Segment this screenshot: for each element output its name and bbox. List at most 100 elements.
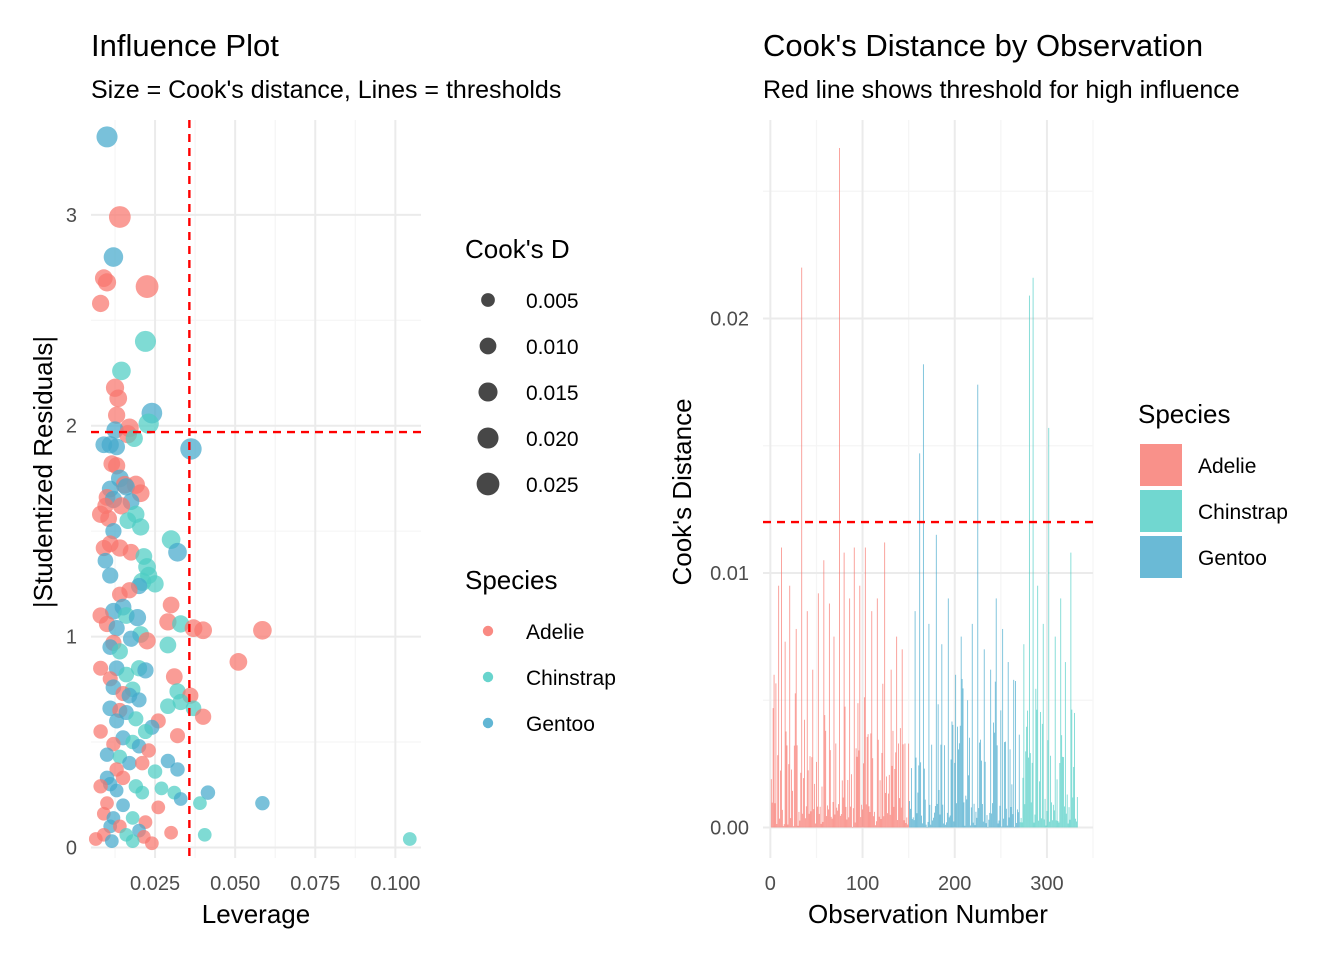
bar-chinstrap (1060, 598, 1062, 828)
x-tick-label: 300 (1030, 873, 1063, 895)
bar-chinstrap (1053, 810, 1055, 828)
bar-adelie (850, 806, 851, 828)
bar-chinstrap (1059, 763, 1061, 828)
bar-gentoo (1002, 628, 1004, 828)
point-adelie (165, 668, 183, 686)
bar-gentoo (996, 745, 998, 828)
bar-adelie (864, 547, 866, 828)
bar-gentoo (1014, 826, 1016, 828)
point-adelie (97, 273, 117, 292)
point-gentoo (137, 662, 154, 679)
bar-gentoo (934, 806, 936, 828)
bar-chinstrap (1039, 781, 1040, 828)
bar-gentoo (958, 743, 960, 828)
bar-adelie (875, 825, 876, 828)
bar-gentoo (969, 825, 971, 828)
bar-gentoo (991, 813, 993, 828)
point-chinstrap (160, 698, 176, 715)
point-gentoo (117, 478, 135, 496)
bar-gentoo (982, 821, 984, 828)
influence-plot-ticks: 0.025 0.050 0.075 0.100 0 1 2 3 (66, 205, 421, 895)
bar-adelie (888, 774, 890, 828)
bar-adelie (790, 818, 792, 828)
bar-adelie (831, 818, 833, 828)
bar-adelie (837, 810, 839, 828)
bar-gentoo (912, 817, 914, 828)
point-adelie (145, 836, 159, 851)
bar-gentoo (946, 822, 947, 828)
bar-gentoo (938, 789, 940, 828)
bar-adelie (890, 669, 892, 828)
bar-gentoo (917, 792, 919, 828)
y-tick-label: 3 (66, 205, 77, 227)
bar-adelie (805, 806, 807, 828)
bar-adelie (772, 708, 774, 828)
bar-chinstrap (1069, 819, 1071, 828)
bar-chinstrap (1061, 735, 1063, 828)
cooks-distance-title: Cook's Distance by Observation (763, 28, 1203, 63)
size-legend-key (476, 472, 500, 496)
bar-adelie (903, 820, 905, 828)
bar-gentoo (937, 704, 939, 828)
bar-gentoo (929, 804, 931, 828)
point-chinstrap (118, 666, 135, 683)
bar-gentoo (922, 823, 923, 828)
bar-chinstrap (1027, 710, 1028, 828)
bar-chinstrap (1046, 810, 1048, 828)
point-chinstrap (135, 785, 150, 800)
bar-adelie (884, 542, 886, 828)
bar-gentoo (953, 821, 955, 828)
bar-gentoo (975, 811, 977, 828)
bar-legend-label: Adelie (1198, 455, 1256, 478)
bar-adelie (777, 755, 779, 828)
bar-adelie (814, 783, 816, 828)
bar-gentoo (947, 598, 949, 828)
bar-adelie (800, 772, 802, 828)
bar-gentoo (995, 598, 997, 828)
bar-legend-key (1140, 536, 1182, 578)
bar-adelie (895, 752, 897, 828)
bar-adelie (905, 823, 907, 828)
bar-gentoo (1017, 812, 1019, 828)
x-tick-label: 0 (765, 873, 776, 895)
bar-adelie (770, 779, 772, 828)
bar-adelie (798, 811, 800, 828)
bar-chinstrap (1076, 797, 1078, 828)
bar-gentoo (974, 825, 976, 828)
point-adelie (111, 586, 128, 603)
bar-gentoo (1012, 814, 1014, 828)
bar-adelie (821, 786, 823, 828)
point-gentoo (255, 795, 270, 811)
bar-adelie (873, 816, 875, 828)
bar-adelie (875, 821, 877, 828)
point-adelie (100, 796, 114, 811)
bar-adelie (857, 703, 859, 828)
bar-adelie (900, 807, 902, 828)
bar-gentoo (970, 807, 972, 828)
influence-plot-points (88, 126, 417, 851)
bar-adelie (896, 636, 898, 828)
point-gentoo (103, 247, 124, 267)
bar-gentoo (910, 808, 911, 828)
bar-adelie (862, 809, 863, 828)
x-tick-label: 0.025 (130, 873, 180, 895)
size-legend-key (479, 337, 497, 355)
point-gentoo (170, 762, 185, 777)
x-tick-label: 0.050 (210, 873, 260, 895)
bar-adelie (797, 825, 799, 828)
bar-chinstrap (1056, 779, 1058, 828)
bar-gentoo (927, 821, 929, 828)
point-adelie (169, 728, 186, 744)
bar-chinstrap (1034, 814, 1036, 828)
bar-adelie (810, 811, 812, 828)
bar-adelie (863, 763, 864, 828)
bar-gentoo (972, 822, 974, 828)
species-legend-key (482, 717, 494, 729)
bar-adelie (906, 817, 908, 828)
x-tick-label: 0.075 (290, 873, 340, 895)
bar-gentoo (961, 678, 963, 828)
bar-gentoo (993, 732, 995, 828)
size-legend-label: 0.010 (526, 336, 579, 359)
bar-gentoo (920, 762, 922, 828)
bar-gentoo (969, 737, 970, 828)
